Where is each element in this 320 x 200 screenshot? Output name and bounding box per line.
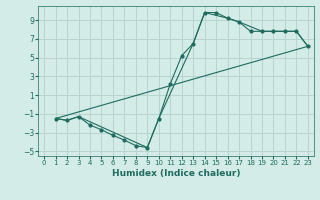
X-axis label: Humidex (Indice chaleur): Humidex (Indice chaleur) bbox=[112, 169, 240, 178]
